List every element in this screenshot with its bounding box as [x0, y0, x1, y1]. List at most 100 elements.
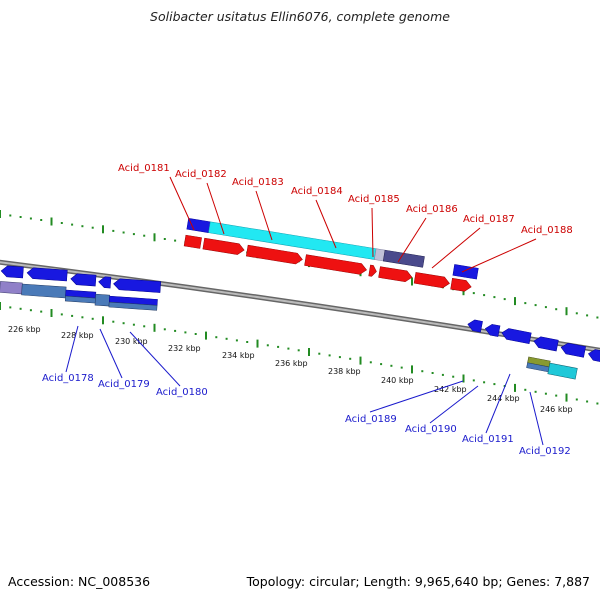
cds-red-4[interactable] — [304, 254, 368, 276]
gene-label[interactable]: Acid_0181 — [118, 163, 170, 174]
cds-red-2[interactable] — [202, 237, 245, 255]
ring-dot — [483, 294, 486, 297]
gene-label[interactable]: Acid_0179 — [98, 379, 150, 390]
ring-dot — [19, 216, 22, 218]
ring-dot — [287, 347, 290, 350]
gene-leader-line — [129, 331, 181, 387]
gene-leader-line — [485, 373, 511, 434]
gene-label[interactable]: Acid_0185 — [348, 194, 400, 205]
ring-dot — [400, 366, 403, 369]
cds-red-6[interactable] — [378, 266, 413, 283]
ring-dot — [29, 309, 32, 312]
gene-label[interactable]: Acid_0188 — [521, 225, 573, 236]
feature-blue-small[interactable] — [452, 264, 479, 280]
gene-leader-line — [169, 176, 195, 231]
map-title: Solibacter usitatus Ellin6076, complete … — [150, 9, 450, 24]
ring-major-tick — [411, 365, 413, 374]
cds-right-5[interactable] — [560, 342, 586, 358]
ring-dot — [503, 298, 506, 301]
ring-dot — [122, 231, 125, 234]
ring-dot — [71, 223, 74, 226]
ring-dot — [40, 310, 43, 313]
ring-dot — [575, 398, 578, 401]
ring-dot — [534, 304, 537, 307]
cds-right-3[interactable] — [501, 327, 532, 345]
ring-dot — [431, 372, 434, 374]
gene-label[interactable]: Acid_0192 — [519, 446, 571, 457]
ring-dot — [472, 292, 475, 295]
lower-gene-labels: Acid_0178 Acid_0179 Acid_0180 Acid_0189 Acid… — [42, 325, 571, 457]
ring-dot — [266, 344, 269, 347]
ring-dot — [40, 219, 43, 221]
ring-dot — [163, 238, 166, 240]
ring-dot — [71, 314, 74, 317]
feature-blue[interactable] — [186, 218, 211, 233]
gene-label[interactable]: Acid_0187 — [463, 214, 515, 225]
ring-dot — [143, 325, 146, 328]
gene-leader-line — [255, 190, 273, 241]
cds-right-1[interactable] — [467, 319, 483, 333]
gene-label[interactable]: Acid_0183 — [232, 177, 284, 188]
ring-major-tick — [50, 309, 53, 317]
feature-right-cyan[interactable] — [547, 362, 578, 380]
cds-red-7[interactable] — [413, 272, 450, 289]
genome-length: Length: 9,965,640 bp — [363, 574, 499, 589]
gene-label[interactable]: Acid_0182 — [175, 169, 227, 180]
ring-dot — [338, 356, 341, 359]
inner-dotted-ring — [0, 302, 599, 405]
gene-label[interactable]: Acid_0180 — [156, 387, 208, 398]
ring-dot — [555, 308, 558, 311]
feature-left-steel[interactable] — [21, 283, 67, 299]
gene-label[interactable]: Acid_0184 — [291, 186, 343, 197]
cds-right-4[interactable] — [533, 336, 559, 352]
gene-label[interactable]: Acid_0189 — [345, 414, 397, 425]
ring-dot — [534, 390, 537, 393]
gene-label[interactable]: Acid_0191 — [462, 434, 514, 445]
gene-label[interactable]: Acid_0190 — [405, 424, 457, 435]
ring-dot — [122, 322, 125, 325]
cds-left-4[interactable] — [98, 276, 112, 289]
feature-left-b5[interactable] — [108, 301, 158, 311]
scale-label: 234 kbp — [222, 351, 255, 360]
gene-leader-line — [397, 217, 427, 263]
cds-left-2[interactable] — [26, 267, 68, 282]
ring-dot — [184, 331, 187, 334]
gene-label[interactable]: Acid_0186 — [406, 204, 458, 215]
ring-dot — [132, 233, 135, 236]
ring-dot — [91, 317, 94, 320]
gene-leader-line — [461, 238, 537, 273]
feature-left-b3[interactable] — [94, 293, 110, 307]
ring-dot — [143, 234, 146, 237]
feature-slate[interactable] — [382, 249, 425, 268]
ring-dot — [174, 329, 177, 332]
scale-label: 246 kbp — [540, 405, 573, 414]
gene-label[interactable]: Acid_0178 — [42, 373, 94, 384]
ring-dot — [60, 222, 63, 224]
cds-red-5[interactable] — [368, 264, 378, 277]
ring-major-tick — [359, 356, 362, 365]
cds-red-3[interactable] — [245, 244, 303, 265]
cds-left-5[interactable] — [113, 278, 162, 293]
ring-major-tick — [153, 323, 156, 332]
ring-dot — [524, 388, 527, 391]
upper-gene-labels: Acid_0181 Acid_0182 Acid_0183 Acid_0184 Acid… — [118, 163, 573, 273]
feature-left-lav[interactable] — [0, 281, 23, 295]
left-cluster — [0, 265, 162, 311]
cds-red-8[interactable] — [450, 277, 473, 292]
cds-left-3[interactable] — [70, 273, 97, 287]
scale-label: 242 kbp — [434, 385, 467, 394]
cds-right-6[interactable] — [587, 348, 600, 363]
cds-left-1[interactable] — [0, 265, 24, 279]
cds-red-1[interactable] — [183, 234, 202, 249]
ring-dot — [277, 345, 280, 348]
ring-dot — [9, 306, 12, 309]
accession: Accession: NC_008536 — [8, 574, 151, 589]
ring-dot — [163, 328, 166, 331]
ring-dot — [112, 320, 115, 323]
ring-dot — [194, 333, 197, 335]
ring-major-tick — [565, 307, 568, 316]
genome-summary: Topology: circular; Length: 9,965,640 bp… — [246, 574, 590, 589]
cds-right-2[interactable] — [484, 323, 501, 337]
ring-dot — [9, 214, 12, 217]
